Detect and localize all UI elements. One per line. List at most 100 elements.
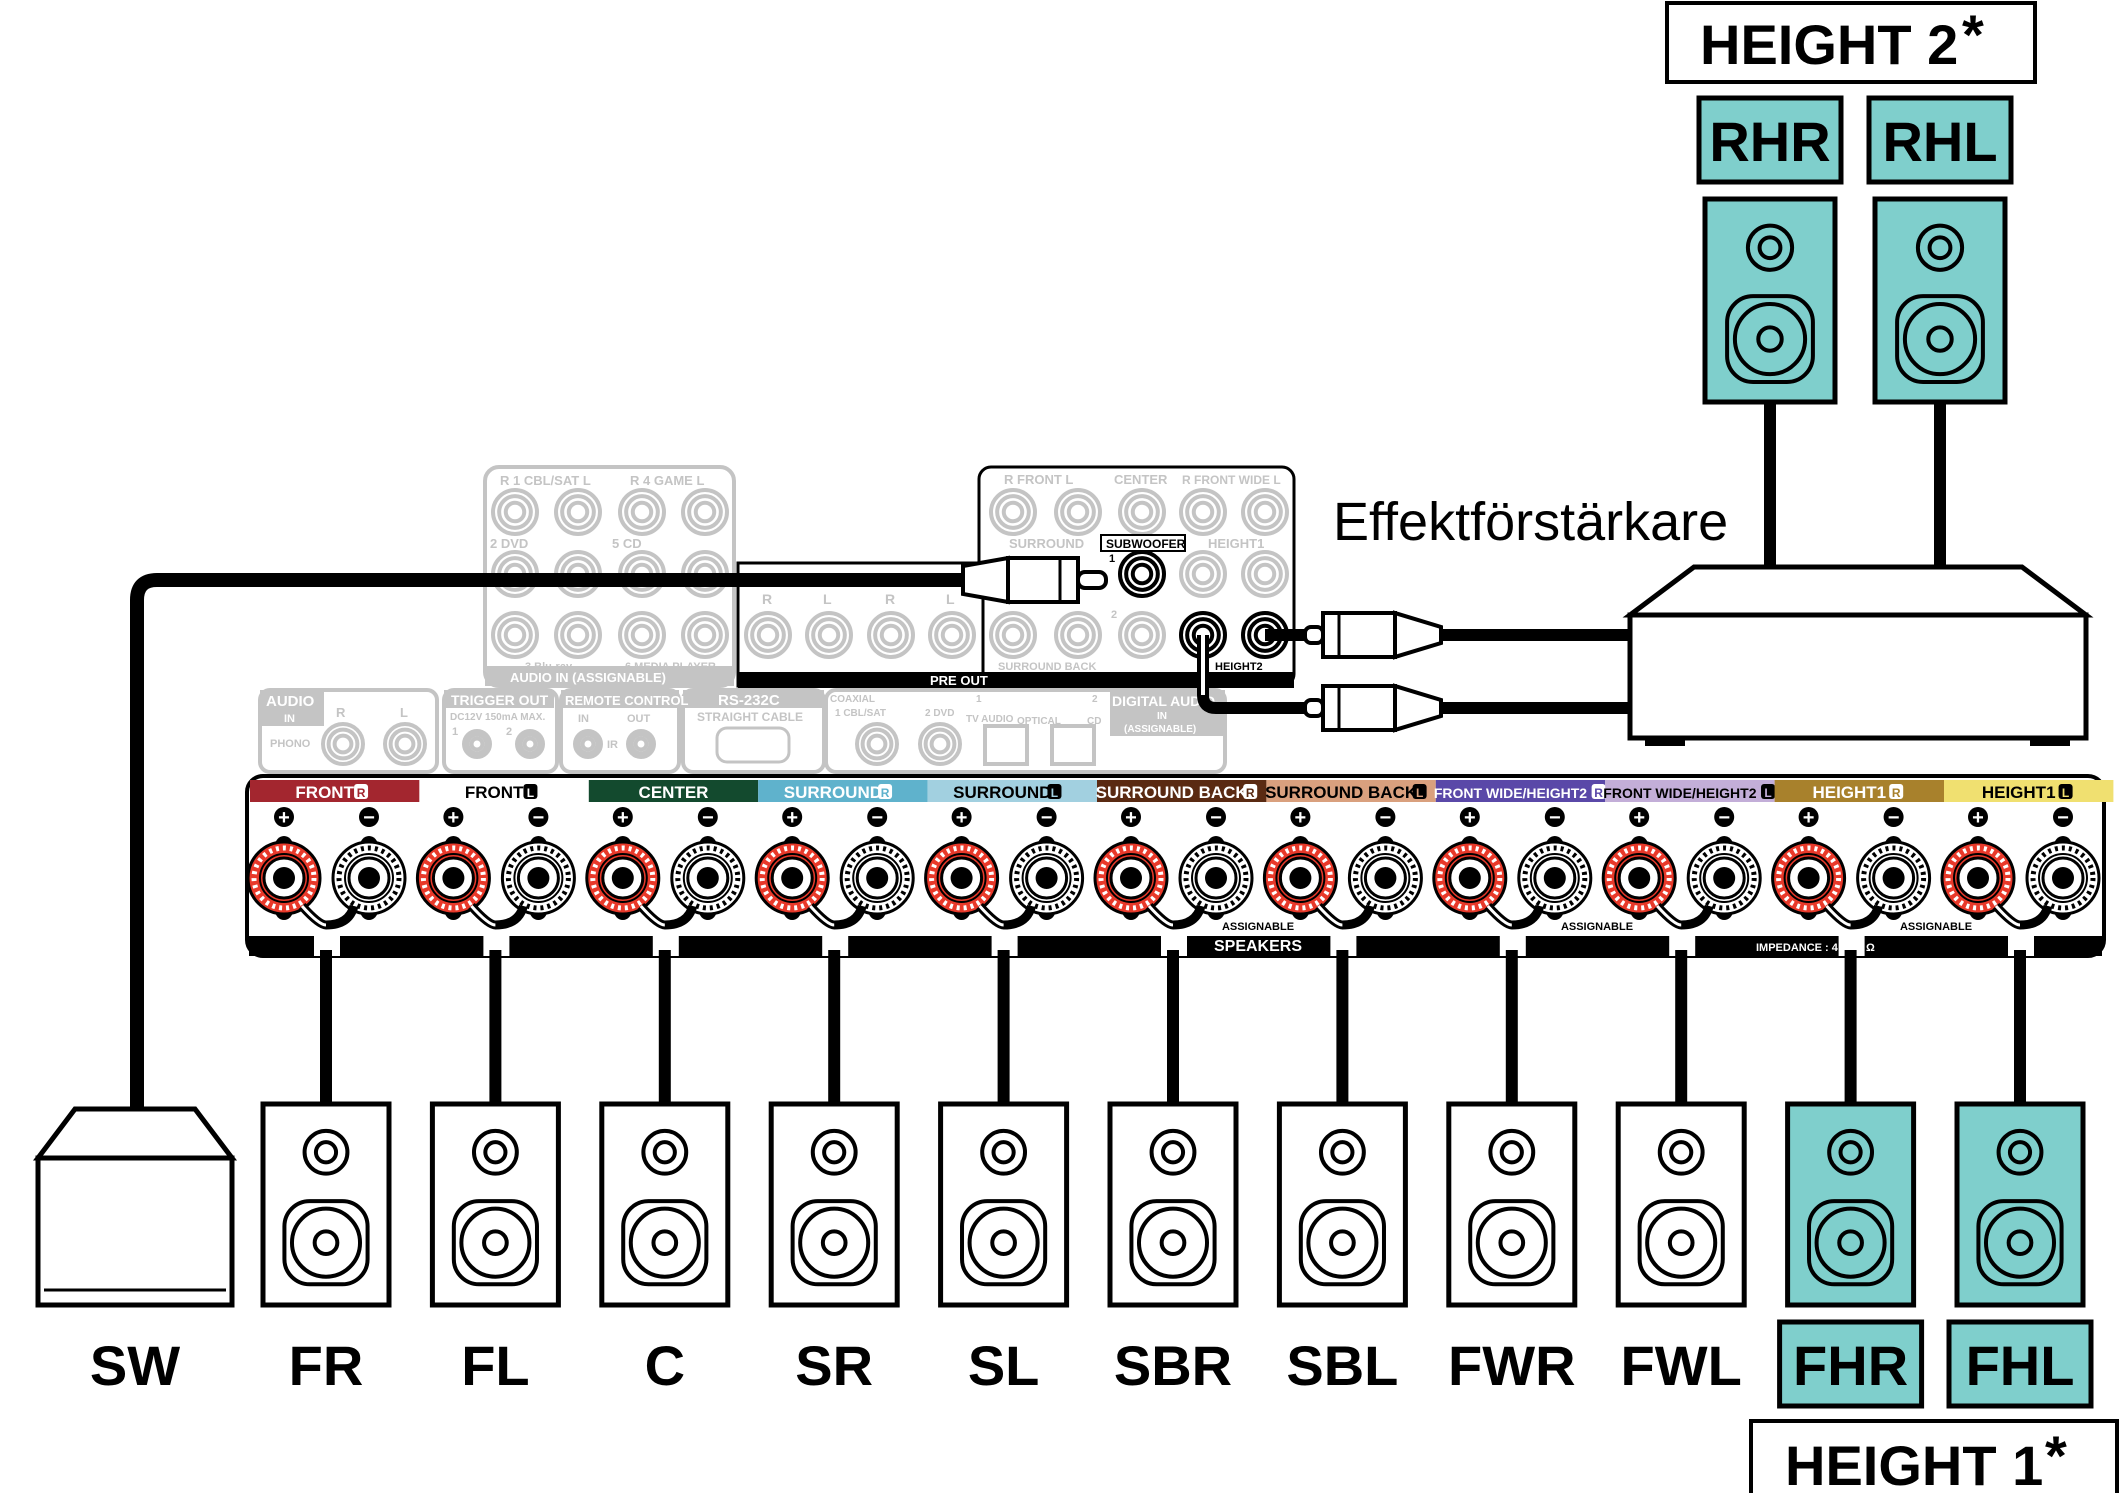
plus-terminal[interactable]: + bbox=[1432, 807, 1508, 920]
height1-title-box: HEIGHT 1 * bbox=[1749, 1419, 2119, 1493]
rca-jack bbox=[681, 611, 729, 659]
minus-terminal[interactable]: − bbox=[1347, 807, 1423, 920]
power-amplifier-group: RHR RHL bbox=[1622, 95, 2094, 746]
speaker-icon bbox=[768, 1101, 900, 1308]
plus-terminal[interactable]: + bbox=[1601, 807, 1677, 920]
minus-sign: − bbox=[871, 807, 883, 829]
channel-letter: R bbox=[885, 591, 895, 607]
rca-jack bbox=[1241, 488, 1289, 536]
rca-jack bbox=[554, 488, 602, 536]
plus-sign: + bbox=[448, 807, 460, 829]
plus-terminal[interactable]: + bbox=[1093, 807, 1169, 920]
minus-terminal[interactable]: − bbox=[2025, 807, 2101, 920]
terminal-label: FRONT bbox=[295, 783, 354, 802]
panel-label: SURROUND bbox=[1009, 536, 1084, 551]
terminal-side: R bbox=[1594, 786, 1603, 800]
subwoofer-label: SUBWOOFER bbox=[1106, 537, 1186, 551]
rca-jack bbox=[321, 722, 365, 766]
plus-terminal[interactable]: + bbox=[415, 807, 491, 920]
terminal-side: L bbox=[1764, 786, 1771, 800]
panel-label: R 4 GAME L bbox=[630, 473, 704, 488]
minus-terminal[interactable]: − bbox=[1009, 807, 1085, 920]
speaker-label: SBR bbox=[1114, 1334, 1232, 1397]
speaker-fhr: FHR bbox=[1777, 950, 1925, 1409]
terminal-label: SURROUND bbox=[953, 783, 1051, 802]
panel-label: COAXIAL bbox=[830, 694, 875, 705]
panel-label: (ASSIGNABLE) bbox=[1124, 724, 1196, 735]
minus-terminal[interactable]: − bbox=[670, 807, 746, 920]
rca-jack bbox=[989, 488, 1037, 536]
plus-sign: + bbox=[1295, 807, 1307, 829]
channel-letter: L bbox=[823, 591, 832, 607]
plus-sign: + bbox=[1803, 807, 1815, 829]
terminal-side: R bbox=[881, 786, 890, 800]
minus-terminal[interactable]: − bbox=[1178, 807, 1254, 920]
plus-terminal[interactable]: + bbox=[246, 807, 322, 920]
terminal-side: R bbox=[1892, 786, 1901, 800]
plus-terminal[interactable]: + bbox=[585, 807, 661, 920]
terminal-pair: FRONT R + − bbox=[246, 780, 420, 956]
panel-label: 6 MEDIA PLAYER bbox=[625, 661, 716, 673]
plus-terminal[interactable]: + bbox=[1262, 807, 1338, 920]
subwoofer-rca-plug bbox=[961, 555, 1108, 605]
minus-terminal[interactable]: − bbox=[839, 807, 915, 920]
minus-terminal[interactable]: − bbox=[1517, 807, 1593, 920]
speaker-icon bbox=[1785, 1101, 1917, 1308]
rca-jack bbox=[618, 488, 666, 536]
channel-letter: L bbox=[946, 591, 955, 607]
panel-label: 3 Blu-ray bbox=[525, 661, 573, 673]
rca-jack bbox=[1054, 611, 1102, 659]
minus-sign: − bbox=[2057, 807, 2069, 829]
rca-jack bbox=[928, 611, 976, 659]
minus-sign: − bbox=[702, 807, 714, 829]
speaker-rhl: RHL bbox=[1866, 95, 2014, 570]
panel-label: TRIGGER OUT bbox=[451, 692, 549, 708]
panel-label: RS-232C bbox=[718, 692, 780, 709]
amplifier-label: Effektförstärkare bbox=[1333, 492, 1728, 552]
terminal-label: CENTER bbox=[639, 783, 709, 802]
assignable-label: ASSIGNABLE bbox=[1561, 921, 1633, 933]
terminal-pair: FRONT L + − bbox=[415, 780, 589, 956]
rca-jack bbox=[1179, 550, 1227, 598]
plus-sign: + bbox=[617, 807, 629, 829]
rca-jack bbox=[744, 611, 792, 659]
speaker-fl: FL bbox=[429, 950, 561, 1397]
panel-label: IN bbox=[284, 713, 295, 725]
rca-plug bbox=[1303, 610, 1443, 660]
terminal-label: FRONT bbox=[465, 783, 524, 802]
terminal-side: L bbox=[1051, 786, 1058, 800]
impedance-label: IMPEDANCE : 4 bbox=[1756, 942, 1839, 954]
speaker-label: RHL bbox=[1882, 110, 1997, 173]
asterisk: * bbox=[1962, 3, 1984, 66]
minus-terminal[interactable]: − bbox=[500, 807, 576, 920]
minus-terminal[interactable]: − bbox=[1856, 807, 1932, 920]
plus-terminal[interactable]: + bbox=[1940, 807, 2016, 920]
minus-terminal[interactable]: − bbox=[1686, 807, 1762, 920]
plus-terminal[interactable]: + bbox=[754, 807, 830, 920]
minus-sign: − bbox=[533, 807, 545, 829]
speaker-label: FHR bbox=[1793, 1334, 1908, 1397]
bottom-speakers: SW FR FL C SR SL SBR SBL FWR FWL FHR FHL bbox=[32, 950, 2094, 1409]
panel-label: R FRONT L bbox=[1004, 472, 1073, 487]
panel-label: PHONO bbox=[270, 738, 311, 750]
terminal-label: FRONT WIDE/HEIGHT2 bbox=[1603, 785, 1756, 801]
plus-terminal[interactable]: + bbox=[924, 807, 1000, 920]
asterisk: * bbox=[2045, 1424, 2067, 1487]
panel-label: R bbox=[336, 705, 346, 720]
minus-terminal[interactable]: − bbox=[331, 807, 407, 920]
minus-sign: − bbox=[1888, 807, 1900, 829]
speaker-fr: FR bbox=[260, 950, 392, 1397]
rca-jack bbox=[681, 488, 729, 536]
speaker-label: FHL bbox=[1966, 1334, 2075, 1397]
speaker-icon bbox=[938, 1101, 1070, 1308]
plus-terminal[interactable]: + bbox=[1771, 807, 1847, 920]
speaker-icon bbox=[1702, 196, 1838, 405]
rca-jack bbox=[618, 611, 666, 659]
speaker-icon bbox=[260, 1101, 392, 1308]
panel-label: IN bbox=[578, 713, 589, 725]
height2-title: HEIGHT 2 bbox=[1700, 13, 1958, 76]
plus-sign: + bbox=[956, 807, 968, 829]
